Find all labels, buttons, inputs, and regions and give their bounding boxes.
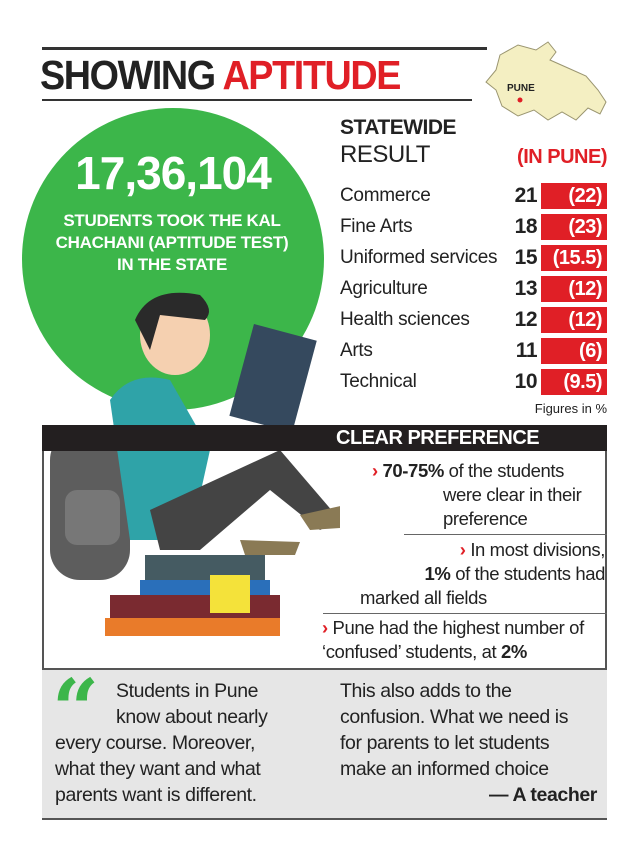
bullet-2-line1: In most divisions, bbox=[470, 539, 605, 560]
row-pune-value: (23) bbox=[541, 214, 607, 240]
row-statewide-value: 10 bbox=[514, 370, 538, 393]
table-row: Technical 10 (9.5) bbox=[340, 369, 607, 396]
row-label: Commerce bbox=[340, 185, 431, 206]
table-row: Fine Arts 18 (23) bbox=[340, 214, 607, 241]
row-label: Health sciences bbox=[340, 309, 470, 330]
figures-note: Figures in % bbox=[534, 401, 607, 416]
bullet-3-line1: Pune had the highest number of bbox=[332, 617, 585, 638]
bullet-separator bbox=[323, 613, 607, 614]
bullet-2-line3: marked all fields bbox=[360, 587, 487, 608]
row-statewide-value: 12 bbox=[514, 308, 538, 331]
title-rule bbox=[42, 99, 472, 101]
table-row: Uniformed services 15 (15.5) bbox=[340, 245, 607, 272]
row-pune-value: (12) bbox=[541, 307, 607, 333]
top-rule bbox=[42, 47, 487, 50]
arrow-icon: › bbox=[459, 539, 466, 560]
row-statewide-value: 21 bbox=[514, 184, 538, 207]
quote-left-line: what they want and what bbox=[55, 758, 261, 780]
bullet-3-bold: 2% bbox=[500, 641, 527, 662]
arrow-icon: › bbox=[322, 617, 328, 638]
title-part2: APTITUDE bbox=[222, 52, 401, 98]
row-statewide-value: 15 bbox=[514, 246, 538, 269]
page-title: SHOWING APTITUDE bbox=[40, 52, 401, 99]
row-pune-value: (12) bbox=[541, 276, 607, 302]
quote-box bbox=[42, 668, 607, 820]
arrow-icon: › bbox=[372, 460, 378, 481]
frame-left bbox=[42, 425, 44, 820]
row-label: Uniformed services bbox=[340, 247, 498, 268]
row-label: Arts bbox=[340, 340, 373, 361]
student-illustration bbox=[50, 292, 340, 636]
table-row: Health sciences 12 (12) bbox=[340, 307, 607, 334]
headline-number: 17,36,104 bbox=[75, 147, 272, 199]
frame-right bbox=[605, 425, 607, 820]
quote-right-line: confusion. What we need is bbox=[340, 706, 569, 728]
bullet-1-line3: preference bbox=[443, 508, 528, 529]
bullet-2-bold: 1% bbox=[424, 563, 451, 584]
row-pune-value: (6) bbox=[541, 338, 607, 364]
maharashtra-map-icon bbox=[485, 41, 607, 121]
quote-right-line: This also adds to the bbox=[340, 680, 512, 702]
pune-column-header: (IN PUNE) bbox=[517, 146, 607, 168]
quote-attribution: — A teacher bbox=[489, 784, 597, 806]
table-title-line1: STATEWIDE bbox=[340, 116, 457, 139]
bullet-2-line2: of the students had bbox=[450, 563, 605, 584]
bullet-1: › 70-75% of the students were clear in t… bbox=[372, 459, 582, 531]
quote-left-line: Students in Pune bbox=[116, 680, 259, 702]
table-row: Commerce 21 (22) bbox=[340, 183, 607, 210]
bullet-1-line1: of the students bbox=[443, 460, 565, 481]
bullet-separator bbox=[404, 534, 607, 535]
title-part1: SHOWING bbox=[40, 52, 223, 98]
map-label: PUNE bbox=[507, 83, 535, 94]
bullet-3: › Pune had the highest number of ‘confus… bbox=[322, 616, 584, 664]
row-pune-value: (15.5) bbox=[541, 245, 607, 271]
row-label: Fine Arts bbox=[340, 216, 413, 237]
row-statewide-value: 13 bbox=[514, 277, 538, 300]
row-statewide-value: 11 bbox=[515, 339, 538, 362]
bullet-2: › In most divisions, 1% of the students … bbox=[360, 538, 605, 610]
row-label: Technical bbox=[340, 371, 417, 392]
clear-preference-bar bbox=[42, 425, 607, 451]
quote-left-line: parents want is different. bbox=[55, 784, 257, 806]
quote-left-line: know about nearly bbox=[116, 706, 268, 728]
headline-text: STUDENTS TOOK THE KAL CHACHANI (APTITUDE… bbox=[55, 211, 289, 274]
bullet-3-line2: ‘confused’ students, at bbox=[322, 641, 501, 662]
table-row: Agriculture 13 (12) bbox=[340, 276, 607, 303]
row-pune-value: (9.5) bbox=[541, 369, 607, 395]
quote-right-line: for parents to let students bbox=[340, 732, 550, 754]
table-title-line2: RESULT bbox=[340, 141, 430, 168]
row-pune-value: (22) bbox=[541, 183, 607, 209]
row-statewide-value: 18 bbox=[514, 215, 538, 238]
quote-left-line: every course. Moreover, bbox=[55, 732, 255, 754]
bullet-1-line2: were clear in their bbox=[443, 484, 582, 505]
clear-preference-title: CLEAR PREFERENCE bbox=[336, 427, 540, 449]
quote-right-line: make an informed choice bbox=[340, 758, 549, 780]
table-row: Arts 11 (6) bbox=[340, 338, 607, 365]
bullet-1-bold: 70-75% bbox=[382, 460, 445, 481]
row-label: Agriculture bbox=[340, 278, 428, 299]
